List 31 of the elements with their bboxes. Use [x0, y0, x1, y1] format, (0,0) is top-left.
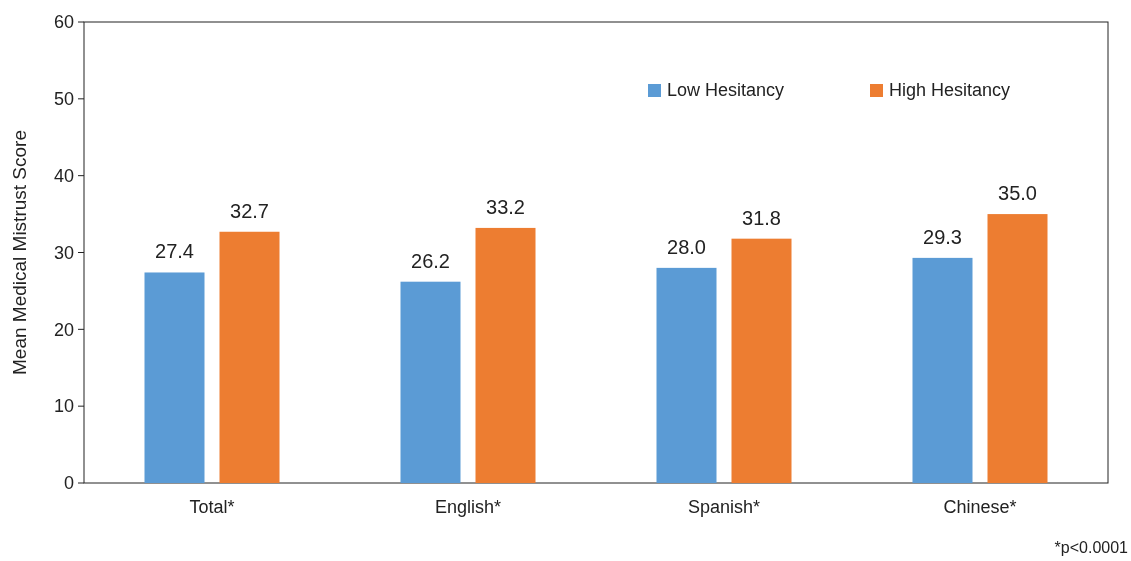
bar [912, 257, 973, 483]
bar [144, 272, 205, 483]
y-tick-label: 20 [53, 319, 74, 340]
data-label: 26.2 [411, 249, 450, 272]
bar [987, 214, 1048, 483]
y-tick-label: 10 [53, 396, 74, 417]
data-label: 28.0 [667, 235, 706, 258]
x-tick-label: Total* [189, 497, 235, 517]
y-tick-label: 50 [53, 89, 74, 110]
y-axis-title: Mean Medical Mistrust Score [9, 130, 30, 375]
bar [219, 231, 280, 483]
text: *p<0.0001 [1054, 539, 1129, 556]
legend-label: High Hesitancy [889, 80, 1011, 101]
data-label: 32.7 [230, 199, 269, 222]
y-tick-label: 0 [63, 473, 74, 494]
legend-label: Low Hesitancy [667, 80, 785, 101]
data-label: 29.3 [923, 225, 962, 248]
data-label: 35.0 [998, 182, 1037, 205]
data-label: 33.2 [486, 195, 525, 218]
y-tick-label: 60 [53, 12, 74, 33]
x-tick-label: English* [434, 497, 502, 517]
y-tick-label: 30 [53, 242, 74, 263]
x-tick-label: Spanish* [687, 497, 761, 517]
bar [656, 267, 717, 483]
bar [475, 227, 536, 483]
data-label: 31.8 [742, 206, 781, 229]
bar [731, 238, 792, 483]
bar [400, 281, 461, 483]
y-tick-label: 40 [53, 165, 74, 186]
data-label: 27.4 [155, 240, 194, 263]
x-tick-label: Chinese* [943, 497, 1017, 517]
